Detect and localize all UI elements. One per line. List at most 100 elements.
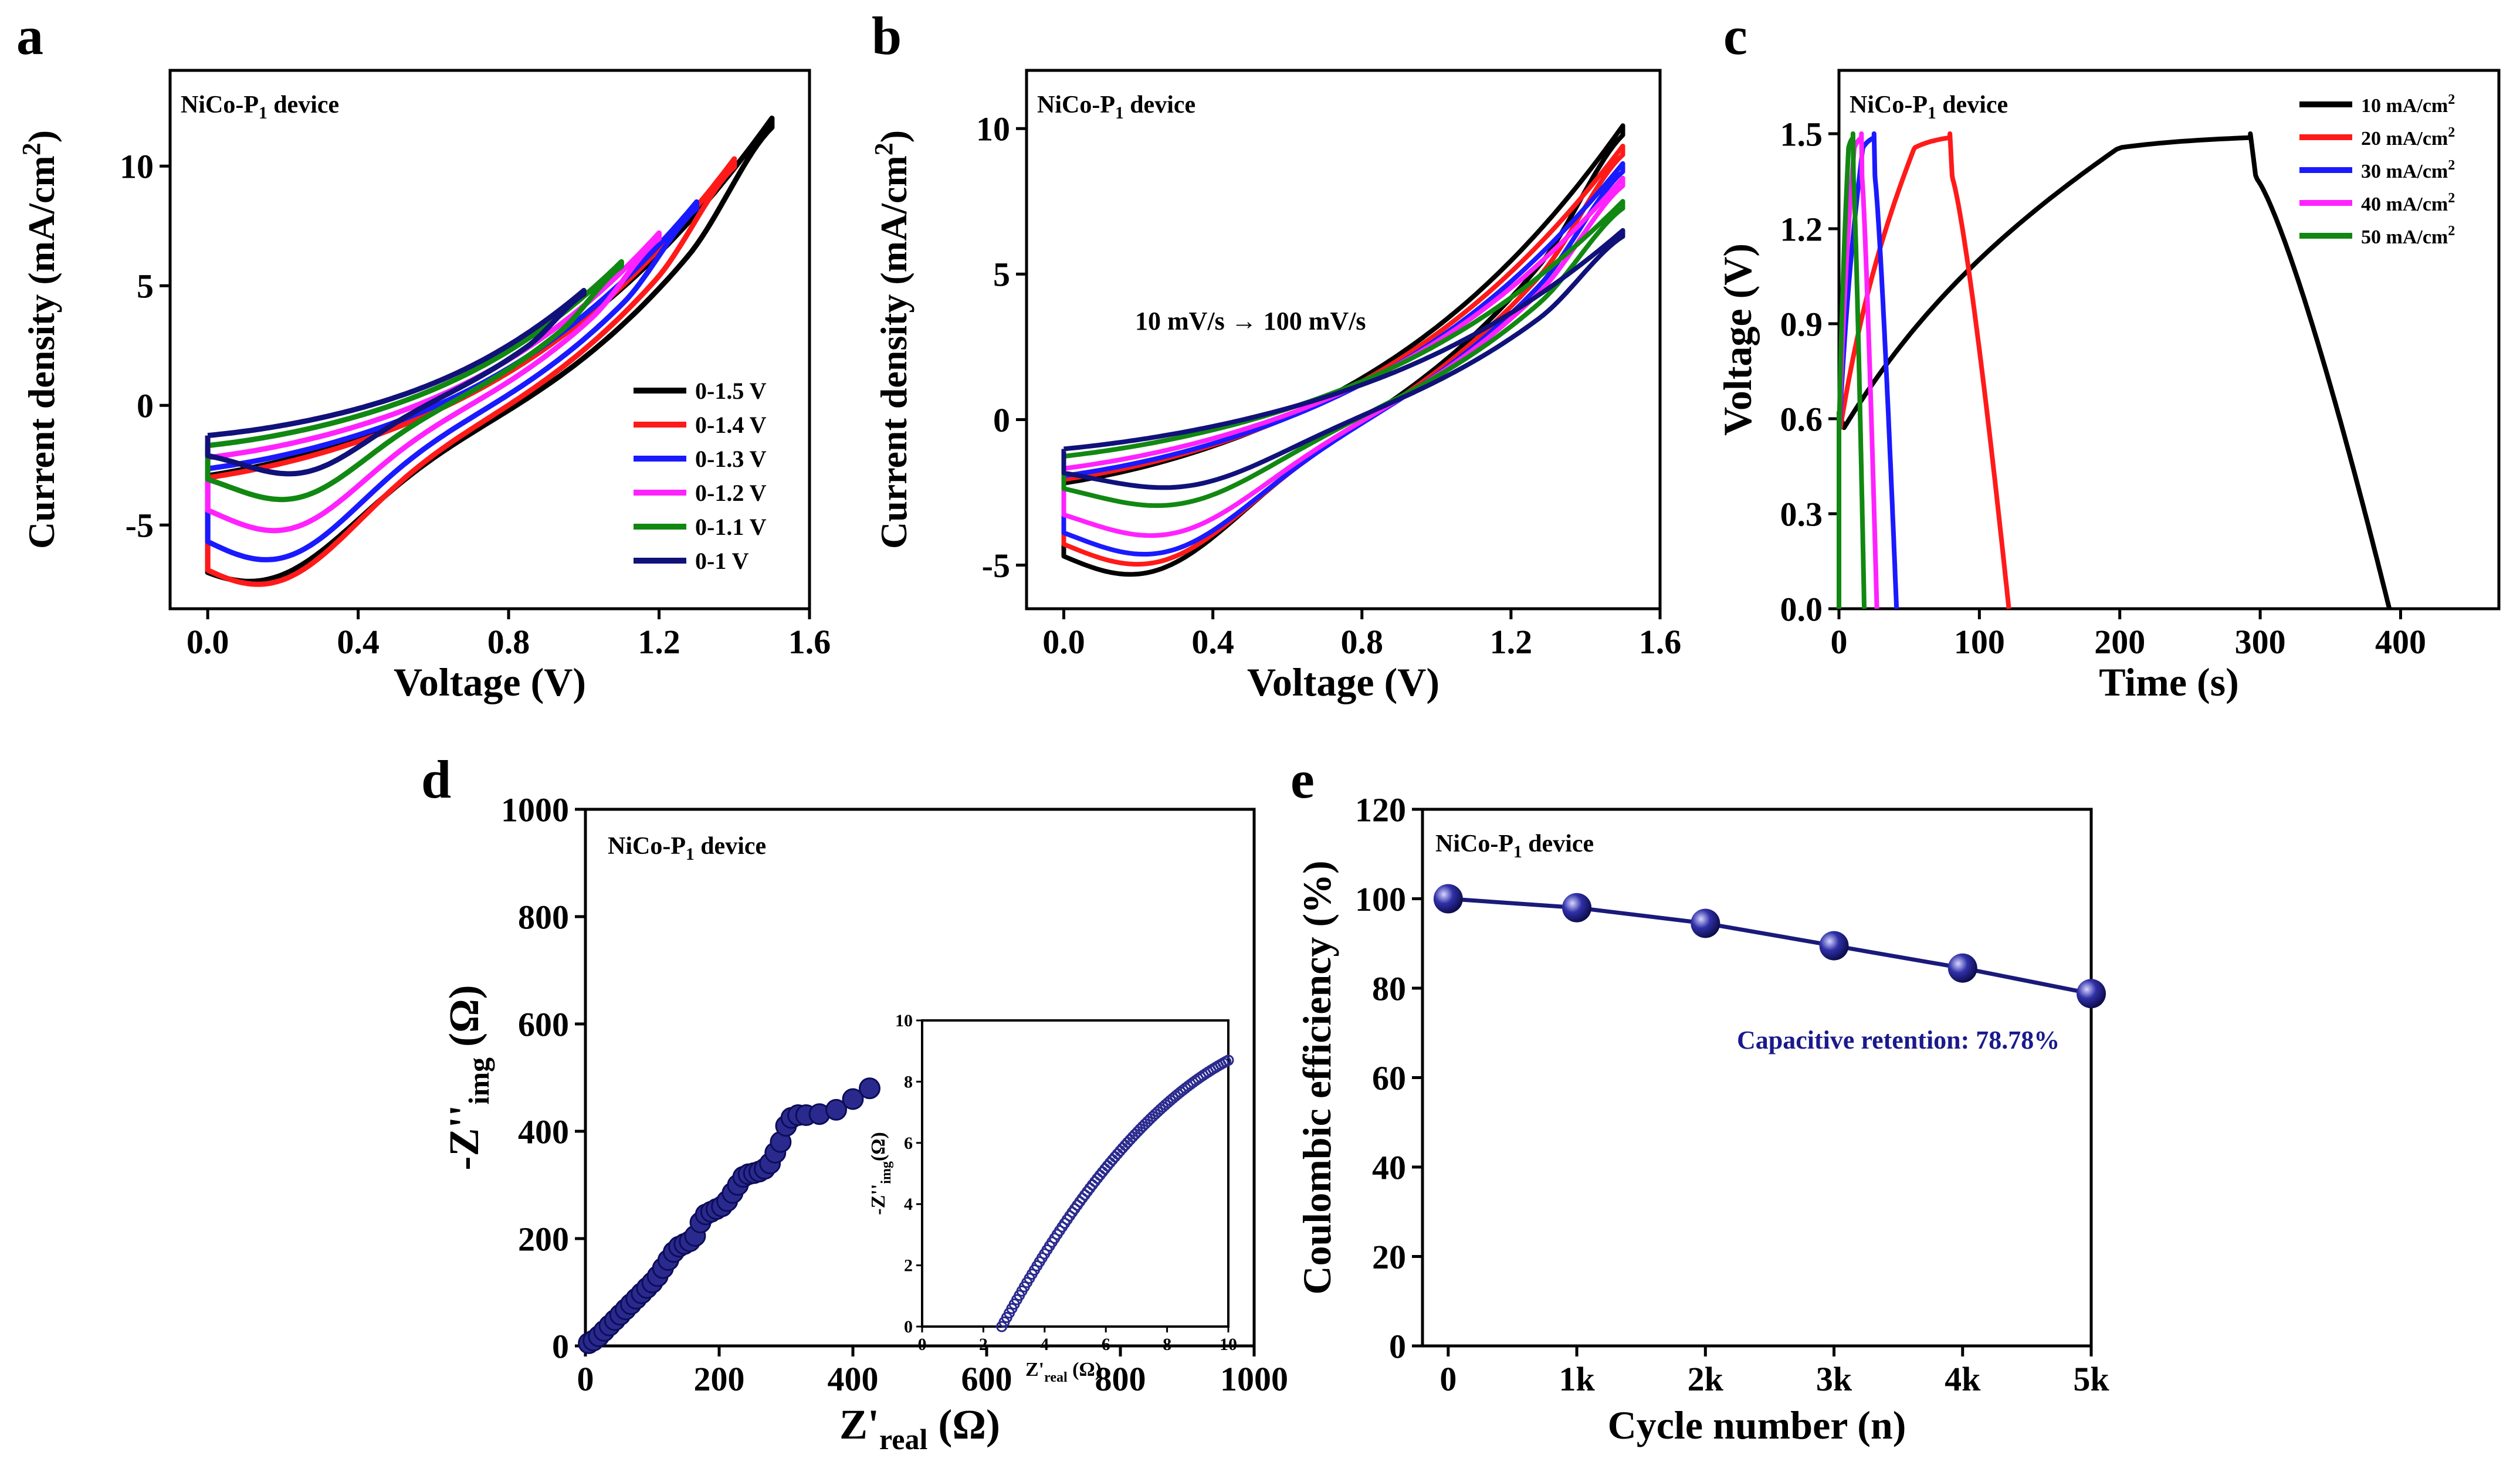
inset-x-tick-label: 4 — [1040, 1335, 1049, 1354]
panel-a-y-tick-label: -5 — [126, 507, 154, 545]
legend-label: 40 mA/cm2 — [2361, 191, 2455, 215]
y-axis-label: Voltage (V) — [1715, 243, 1760, 436]
panel-c-y-tick-label: 0.3 — [1780, 495, 1823, 533]
cv-curve-30mVs — [1061, 161, 1625, 557]
panel-a-x-tick-label: 0.8 — [487, 623, 530, 661]
efficiency-point — [1433, 884, 1463, 914]
panel-b-y-tick-label: 0 — [993, 401, 1010, 439]
sample-tag-text: NiCo-P — [1037, 91, 1115, 118]
panel-c-x-tick-label: 400 — [2375, 623, 2426, 661]
sample-tag-suffix: device — [1124, 91, 1195, 118]
sample-tag: NiCo-P1 device — [181, 91, 339, 123]
inset-x-tick-label: 6 — [1102, 1335, 1110, 1354]
panel-b-y-tick-label: -5 — [982, 547, 1010, 585]
cv-curve-011V — [205, 259, 624, 503]
x-axis-label: Z'real (Ω) — [839, 1401, 1000, 1456]
y-axis-label-main: -Z'' — [441, 1105, 487, 1171]
panel-e-y-tick-label: 80 — [1372, 969, 1406, 1008]
sample-tag-subscript: 1 — [259, 104, 267, 123]
x-axis-label: Voltage (V) — [394, 660, 586, 704]
legend-label-superscript: 2 — [2448, 125, 2455, 140]
panel-c-x-tick-label: 200 — [2094, 623, 2145, 661]
panel-a-y-tick-label: 10 — [120, 148, 154, 186]
inset-y-axis-label-subscript: img — [879, 1161, 894, 1184]
panel-c-y-tick-label: 1.2 — [1780, 210, 1823, 248]
cv-curve-015V — [205, 116, 775, 584]
legend-label: 10 mA/cm2 — [2361, 92, 2455, 117]
panel-e-x-tick-label: 4k — [1945, 1360, 1981, 1398]
panel-e-y-tick-label: 0 — [1389, 1327, 1406, 1365]
inset-x-tick-label: 2 — [979, 1335, 988, 1354]
inset-y-axis-label: -Z''img(Ω) — [868, 1132, 894, 1215]
panel-d-x-tick-label: 600 — [961, 1360, 1012, 1398]
panel-e-y-tick-label: 20 — [1372, 1238, 1406, 1276]
panel-a-x-tick-label: 0.4 — [337, 623, 380, 661]
efficiency-point — [1691, 908, 1720, 938]
panel-e-x-tick-label: 2k — [1688, 1360, 1724, 1398]
panel-d-x-tick-label: 200 — [694, 1360, 745, 1398]
sample-tag-text: NiCo-P — [1850, 91, 1928, 118]
panel-e-x-tick-label: 0 — [1439, 1360, 1457, 1398]
gcd-curve — [1837, 131, 1879, 609]
legend-label-superscript: 2 — [2448, 223, 2455, 239]
sample-tag-suffix: device — [1936, 91, 2008, 118]
x-axis-label: Time (s) — [2099, 660, 2239, 704]
panel-e-x-tick-label: 1k — [1559, 1360, 1595, 1398]
sample-tag-subscript: 1 — [1928, 104, 1936, 123]
inset-x-axis-label-unit: (Ω) — [1068, 1359, 1102, 1381]
legend-label-superscript: 2 — [2448, 92, 2455, 107]
y-axis-label: Current density (mA/cm2) — [869, 130, 914, 549]
panel-c-frame — [1837, 69, 2501, 610]
panel-d-y-tick-label: 0 — [552, 1327, 569, 1365]
y-axis-label-text: Current density (mA/cm — [21, 155, 62, 549]
panel-letter: b — [872, 6, 902, 66]
panel-c-y-tick-label: 0.6 — [1780, 400, 1823, 438]
inset-y-tick-label: 2 — [904, 1256, 913, 1276]
efficiency-point — [1947, 953, 1977, 983]
gcd-curve — [1837, 131, 2011, 609]
y-axis-label-subscript: img — [462, 1057, 495, 1105]
panel-letter: a — [16, 6, 43, 66]
cv-curve-20mVs — [1061, 144, 1625, 567]
inset-y-tick-label: 4 — [904, 1195, 913, 1214]
inset-y-tick-label: 6 — [904, 1134, 913, 1153]
x-axis-label: Voltage (V) — [1247, 660, 1439, 704]
panel-d-y-tick-label: 1000 — [501, 791, 569, 829]
panel-d-frame — [584, 808, 1256, 1348]
y-axis-label-text: Current density (mA/cm — [873, 155, 914, 549]
panel-letter: d — [421, 749, 451, 809]
panel-c-x-tick-label: 0 — [1831, 623, 1848, 661]
gcd-curve — [1837, 131, 1899, 609]
x-axis-label-main: Z' — [839, 1401, 879, 1448]
cv-curve-100mVs — [1061, 228, 1625, 490]
y-axis-label: Coulombic efficiency (%) — [1295, 860, 1339, 1294]
panel-d-y-tick-label: 400 — [518, 1113, 569, 1151]
y-axis-label: Current density (mA/cm2) — [17, 130, 62, 549]
panel-d-x-tick-label: 0 — [577, 1360, 594, 1398]
legend-label: 30 mA/cm2 — [2361, 158, 2455, 182]
sample-tag-subscript: 1 — [1513, 843, 1522, 862]
sample-tag-suffix: device — [1522, 830, 1594, 857]
inset-x-axis-label-main: Z' — [1025, 1359, 1044, 1381]
panel-d-y-tick-label: 600 — [518, 1005, 569, 1043]
panel-d-x-tick-label: 1000 — [1220, 1360, 1288, 1398]
x-axis-label: Cycle number (n) — [1608, 1403, 1906, 1447]
x-axis-label-subscript: real — [879, 1423, 927, 1456]
gcd-curve — [1837, 131, 2392, 609]
panel-d-y-tick-label: 800 — [518, 898, 569, 936]
legend-label: 0-1 V — [695, 548, 749, 574]
panel-e-y-tick-label: 120 — [1355, 791, 1406, 829]
efficiency-point — [1562, 893, 1592, 922]
inset-y-axis-label-unit: (Ω) — [868, 1132, 889, 1161]
scan-rate-annotation: 10 mV/s → 100 mV/s — [1135, 307, 1366, 335]
legend-label: 20 mA/cm2 — [2361, 125, 2455, 150]
panel-e-y-tick-label: 100 — [1355, 880, 1406, 918]
legend-label-text: 20 mA/cm — [2361, 128, 2448, 150]
inset-y-tick-label: 0 — [904, 1317, 913, 1337]
inset-impedance-point — [1222, 1054, 1234, 1066]
sample-tag: NiCo-P1 device — [1850, 91, 2008, 123]
cv-curve-013V — [205, 199, 700, 562]
sample-tag-subscript: 1 — [1115, 104, 1124, 123]
inset-frame — [921, 1019, 1229, 1328]
